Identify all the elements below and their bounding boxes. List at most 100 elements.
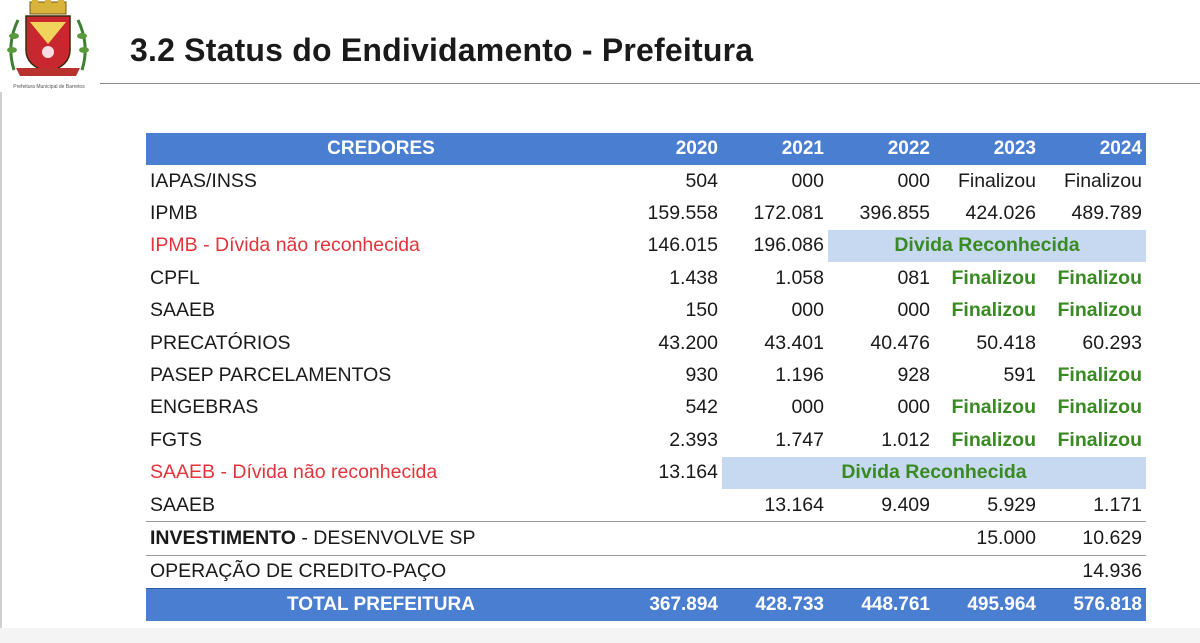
total-value: 428.733: [722, 588, 828, 622]
creditor-name: FGTS: [150, 428, 202, 451]
value-cell: 000: [897, 396, 930, 419]
value-cell: 15.000: [934, 521, 1040, 556]
value-cell: 489.789: [1071, 202, 1143, 225]
creditor-name-rest: - DESENVOLVE SP: [295, 526, 476, 549]
value-cell: 159.558: [647, 202, 719, 225]
title-divider: [100, 83, 1200, 84]
value-cell: 424.026: [965, 202, 1037, 225]
value-cell: [828, 521, 934, 556]
value-cell: 13.164: [658, 461, 718, 484]
value-cell: 43.401: [764, 331, 824, 354]
value-cell: 2.393: [669, 428, 718, 451]
creditor-name: SAAEB: [150, 299, 216, 322]
value-cell: [616, 554, 722, 589]
total-value: 367.894: [616, 588, 722, 622]
value-cell: 9.409: [881, 493, 930, 516]
value-cell: 13.164: [764, 493, 824, 516]
value-cell: 1.196: [775, 364, 824, 387]
column-header-creditors: CREDORES: [146, 133, 616, 165]
recognized-debt-band: Divida Reconhecida: [722, 456, 1146, 489]
value-cell: 1.058: [775, 266, 824, 289]
total-row: TOTAL PREFEITURA 367.894 428.733 448.761…: [146, 588, 1146, 622]
value-cell: [616, 521, 722, 556]
total-label: TOTAL PREFEITURA: [146, 588, 616, 622]
status-finalized: Finalizou: [1057, 428, 1143, 451]
table-row: ENGEBRAS 542 000 000 Finalizou Finalizou: [146, 392, 1146, 424]
table-row: IPMB 159.558 172.081 396.855 424.026 489…: [146, 197, 1146, 229]
table-row: IAPAS/INSS 504 000 000 Finalizou Finaliz…: [146, 165, 1146, 197]
value-cell: 930: [685, 364, 718, 387]
column-header-2024: 2024: [1040, 133, 1146, 165]
table-header-row: CREDORES 2020 2021 2022 2023 2024: [146, 133, 1146, 165]
table-row: CPFL 1.438 1.058 081 Finalizou Finalizou: [146, 262, 1146, 294]
value-cell: 196.086: [753, 234, 825, 257]
value-cell: 542: [685, 396, 718, 419]
value-cell: 5.929: [987, 493, 1036, 516]
table-row: IPMB - Dívida não reconhecida 146.015 19…: [146, 229, 1146, 263]
status-finalized: Finalizou: [951, 266, 1037, 289]
page-bottom-strip: [0, 628, 1200, 643]
value-cell: 000: [897, 169, 930, 192]
value-cell: 10.629: [1040, 521, 1146, 556]
status-finalized: Finalizou: [1057, 299, 1143, 322]
value-cell: 43.200: [658, 331, 718, 354]
creditor-name: PRECATÓRIOS: [150, 331, 291, 354]
value-cell: [616, 489, 722, 522]
value-cell: 396.855: [859, 202, 931, 225]
table-row: PASEP PARCELAMENTOS 930 1.196 928 591 Fi…: [146, 359, 1146, 391]
value-cell: 591: [1003, 364, 1036, 387]
value-cell: 1.012: [881, 428, 930, 451]
value-cell: 1.171: [1093, 493, 1142, 516]
value-cell: 000: [791, 299, 824, 322]
creditor-name: ENGEBRAS: [150, 396, 259, 419]
status-finalized: Finalizou: [951, 396, 1037, 419]
value-cell: 081: [897, 266, 930, 289]
crest-caption: Prefeitura Municipal de Barretos: [13, 84, 85, 90]
table-row: FGTS 2.393 1.747 1.012 Finalizou Finaliz…: [146, 424, 1146, 456]
table-row: INVESTIMENTO - DESENVOLVE SP 15.000 10.6…: [146, 521, 1146, 556]
creditor-name: SAAEB - Dívida não reconhecida: [150, 461, 438, 484]
value-cell: 928: [897, 364, 930, 387]
column-header-2021: 2021: [722, 133, 828, 165]
debt-status-table: CREDORES 2020 2021 2022 2023 2024 IAPAS/…: [146, 133, 1146, 622]
creditor-name: CPFL: [150, 266, 200, 289]
creditor-name: SAAEB: [150, 493, 216, 516]
status-finalized: Finalizou: [951, 428, 1037, 451]
value-cell: Finalizou: [1063, 169, 1142, 192]
creditor-name: IPMB - Dívida não reconhecida: [150, 234, 420, 257]
column-header-2023: 2023: [934, 133, 1040, 165]
total-value: 448.761: [828, 588, 934, 622]
left-edge-divider: [0, 92, 2, 643]
creditor-name-bold: INVESTIMENTO: [150, 526, 296, 549]
value-cell: 40.476: [870, 331, 930, 354]
value-cell: 000: [791, 169, 824, 192]
status-finalized: Finalizou: [1057, 396, 1143, 419]
value-cell: [828, 554, 934, 589]
value-cell: 60.293: [1082, 331, 1142, 354]
value-cell: [934, 554, 1040, 589]
status-finalized: Finalizou: [951, 299, 1037, 322]
value-cell: 1.438: [669, 266, 718, 289]
value-cell: 50.418: [976, 331, 1036, 354]
table-row: PRECATÓRIOS 43.200 43.401 40.476 50.418 …: [146, 327, 1146, 359]
value-cell: 146.015: [647, 234, 719, 257]
creditor-name: OPERAÇÃO DE CREDITO-PAÇO: [146, 554, 616, 589]
table-row: OPERAÇÃO DE CREDITO-PAÇO 14.936: [146, 554, 1146, 589]
value-cell: 504: [685, 169, 718, 192]
total-value: 576.818: [1040, 588, 1146, 622]
creditor-name: PASEP PARCELAMENTOS: [150, 364, 392, 387]
column-header-2022: 2022: [828, 133, 934, 165]
table-row: SAAEB - Dívida não reconhecida 13.164 Di…: [146, 456, 1146, 489]
value-cell: 000: [897, 299, 930, 322]
recognized-debt-band: Divida Reconhecida: [828, 229, 1146, 263]
value-cell: [722, 521, 828, 556]
value-cell: 000: [791, 396, 824, 419]
status-finalized: Finalizou: [1057, 364, 1143, 387]
value-cell: 14.936: [1040, 554, 1146, 589]
creditor-name: IAPAS/INSS: [150, 169, 257, 192]
value-cell: 172.081: [753, 202, 825, 225]
creditor-name: IPMB: [150, 202, 198, 225]
creditor-name: INVESTIMENTO - DESENVOLVE SP: [146, 521, 616, 556]
value-cell: Finalizou: [957, 169, 1036, 192]
table-row: SAAEB 150 000 000 Finalizou Finalizou: [146, 295, 1146, 327]
